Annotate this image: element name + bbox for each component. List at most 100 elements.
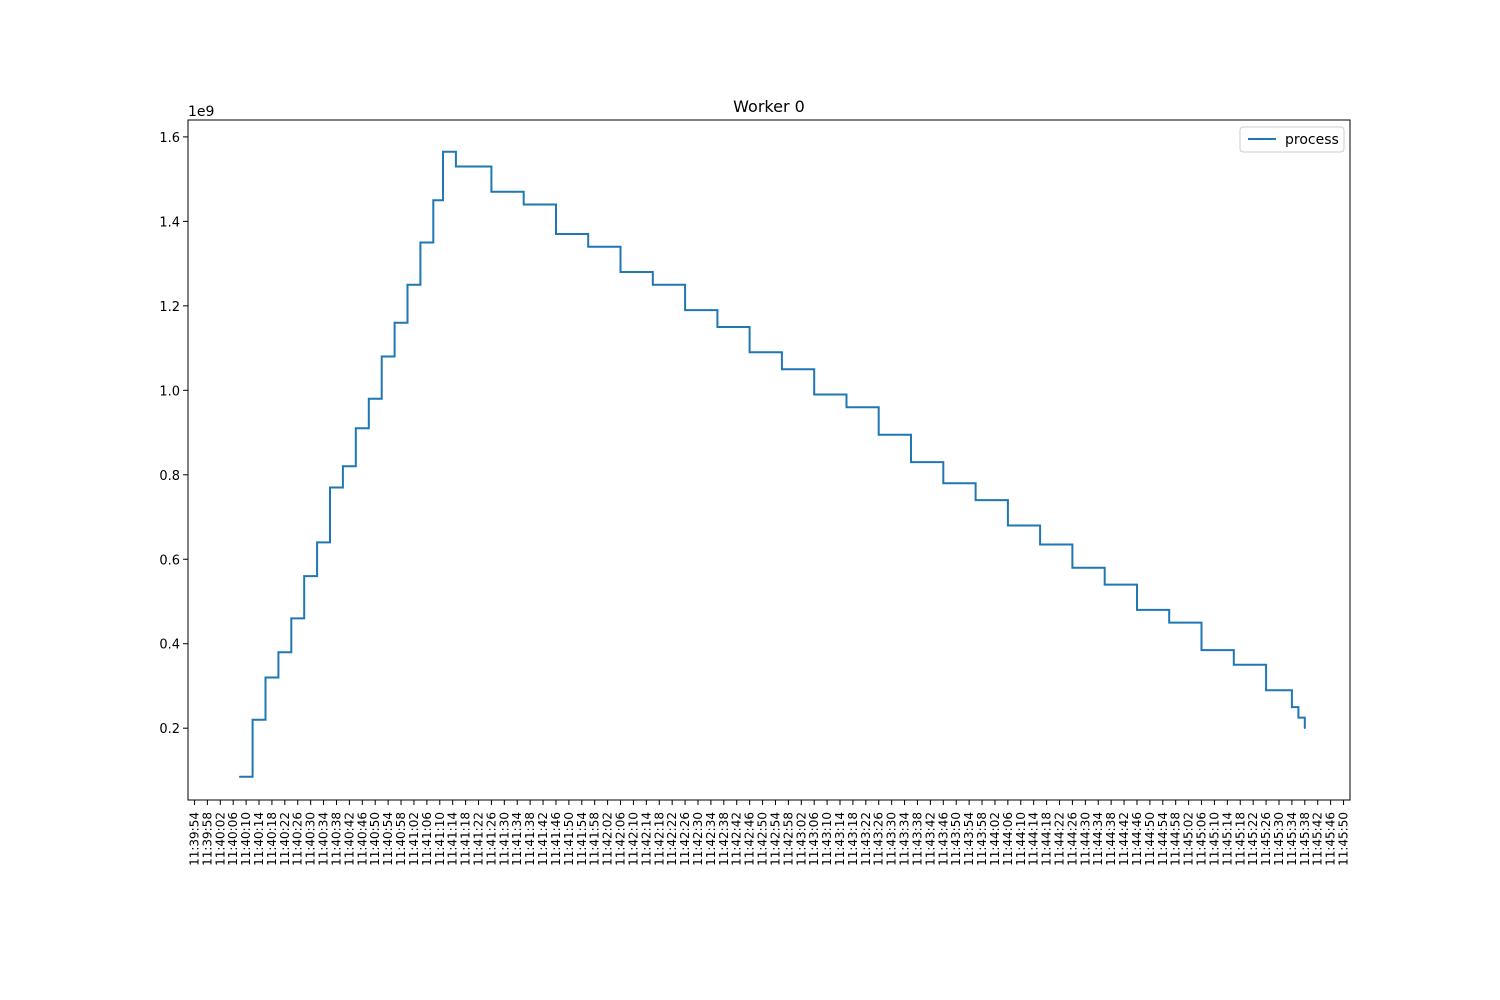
data-point-38	[1071, 566, 1074, 569]
x-tick-label-21: 11:41:18	[459, 812, 473, 866]
x-tick-label-12: 11:40:42	[342, 812, 356, 866]
x-tick-label-18: 11:41:06	[420, 812, 434, 866]
x-tick-label-74: 11:44:50	[1143, 812, 1157, 866]
x-tick-label-83: 11:45:26	[1259, 812, 1273, 866]
x-tick-label-66: 11:44:18	[1040, 812, 1054, 866]
x-tick-label-78: 11:45:06	[1195, 812, 1209, 866]
x-tick-label-71: 11:44:38	[1104, 812, 1118, 866]
data-point-42	[1200, 649, 1203, 651]
data-point-39	[1103, 583, 1106, 586]
x-tick-label-77: 11:45:02	[1182, 812, 1196, 866]
y-tick-label-7: 1.6	[159, 131, 180, 146]
x-tick-label-89: 11:45:50	[1337, 812, 1351, 866]
legend: process	[1239, 126, 1345, 153]
legend-label-process: process	[1285, 132, 1339, 148]
data-point-32	[877, 433, 880, 436]
data-point-40	[1136, 609, 1138, 611]
data-point-10	[355, 427, 357, 430]
x-tick-label-48: 11:43:06	[807, 812, 821, 866]
x-tick-label-82: 11:45:22	[1246, 812, 1260, 866]
data-point-4	[277, 651, 280, 653]
x-tick-label-29: 11:41:50	[562, 812, 576, 866]
x-tick-label-2: 11:40:02	[213, 812, 227, 866]
x-tick-label-6: 11:40:18	[265, 812, 279, 866]
y-tick-label-2: 0.6	[159, 553, 180, 568]
data-point-31	[845, 406, 848, 409]
x-tick-label-61: 11:43:58	[975, 812, 989, 866]
data-point-20	[490, 191, 493, 193]
x-tick-label-8: 11:40:26	[291, 812, 305, 866]
x-tick-label-69: 11:44:30	[1078, 812, 1092, 866]
data-point-44	[1265, 689, 1267, 691]
data-point-13	[393, 321, 396, 324]
x-tick-label-11: 11:40:38	[329, 812, 343, 866]
x-tick-label-23: 11:41:26	[484, 812, 498, 866]
x-tick-label-14: 11:40:50	[368, 812, 382, 866]
data-point-28	[748, 351, 751, 354]
data-point-41	[1168, 621, 1171, 624]
x-tick-label-28: 11:41:46	[549, 812, 563, 866]
x-tick-label-52: 11:43:22	[859, 812, 873, 866]
x-tick-label-36: 11:42:18	[652, 812, 666, 866]
data-point-17	[442, 150, 444, 153]
data-point-29	[781, 368, 783, 370]
data-point-24	[619, 271, 622, 273]
x-tick-label-53: 11:43:26	[872, 812, 886, 866]
x-tick-label-5: 11:40:14	[252, 812, 266, 866]
x-tick-label-73: 11:44:46	[1130, 812, 1144, 866]
x-tick-label-57: 11:43:42	[923, 812, 937, 866]
data-point-37	[1039, 543, 1041, 546]
x-tick-label-63: 11:44:06	[1001, 812, 1015, 866]
x-tick-label-35: 11:42:14	[639, 812, 653, 866]
x-tick-label-65: 11:44:14	[1027, 812, 1041, 866]
x-tick-label-51: 11:43:18	[846, 812, 860, 866]
x-tick-label-80: 11:45:14	[1220, 812, 1234, 866]
x-tick-label-86: 11:45:38	[1298, 812, 1312, 866]
x-tick-label-40: 11:42:34	[704, 812, 718, 866]
data-point-0	[238, 775, 241, 778]
x-tick-label-34: 11:42:10	[626, 812, 640, 866]
data-point-43	[1233, 664, 1235, 666]
x-tick-label-41: 11:42:38	[717, 812, 731, 866]
data-point-2	[251, 718, 254, 721]
x-tick-label-22: 11:41:22	[472, 812, 486, 866]
y-tick-label-4: 1.0	[159, 384, 180, 399]
data-point-47	[1304, 727, 1306, 729]
x-tick-label-81: 11:45:18	[1233, 812, 1247, 866]
data-point-14	[406, 283, 409, 286]
x-tick-label-17: 11:41:02	[407, 812, 421, 866]
x-tick-label-58: 11:43:46	[936, 812, 950, 866]
data-point-15	[419, 241, 422, 244]
data-point-27	[716, 326, 719, 328]
data-point-12	[380, 355, 383, 358]
x-tick-label-4: 11:40:10	[239, 812, 253, 866]
x-tick-label-70: 11:44:34	[1091, 812, 1105, 866]
x-tick-label-54: 11:43:30	[885, 812, 899, 866]
x-tick-label-88: 11:45:46	[1324, 812, 1338, 866]
y-tick-label-1: 0.4	[159, 638, 180, 653]
x-tick-label-9: 11:40:30	[304, 812, 318, 866]
x-axis: 11:39:5411:39:5811:40:0211:40:0611:40:10…	[187, 800, 1351, 866]
x-tick-label-37: 11:42:22	[665, 812, 679, 866]
x-tick-label-27: 11:41:42	[536, 812, 550, 866]
data-point-7	[316, 541, 318, 544]
x-tick-label-46: 11:42:58	[781, 812, 795, 866]
x-tick-label-25: 11:41:34	[510, 812, 524, 866]
x-tick-label-67: 11:44:22	[1053, 812, 1067, 866]
data-point-26	[684, 309, 686, 311]
x-tick-label-44: 11:42:50	[756, 812, 770, 866]
data-point-19	[464, 165, 467, 168]
x-tick-label-76: 11:44:58	[1169, 812, 1183, 866]
x-tick-label-84: 11:45:30	[1272, 812, 1286, 866]
x-tick-label-10: 11:40:34	[317, 812, 331, 866]
y-tick-label-0: 0.2	[159, 722, 180, 737]
data-point-18	[455, 165, 457, 168]
data-point-33	[910, 461, 912, 463]
x-tick-label-72: 11:44:42	[1117, 812, 1131, 866]
x-tick-label-7: 11:40:22	[278, 812, 292, 866]
data-point-23	[587, 245, 590, 248]
x-tick-label-33: 11:42:06	[614, 812, 628, 866]
y-tick-label-5: 1.2	[159, 300, 180, 315]
x-tick-label-64: 11:44:10	[1014, 812, 1028, 866]
